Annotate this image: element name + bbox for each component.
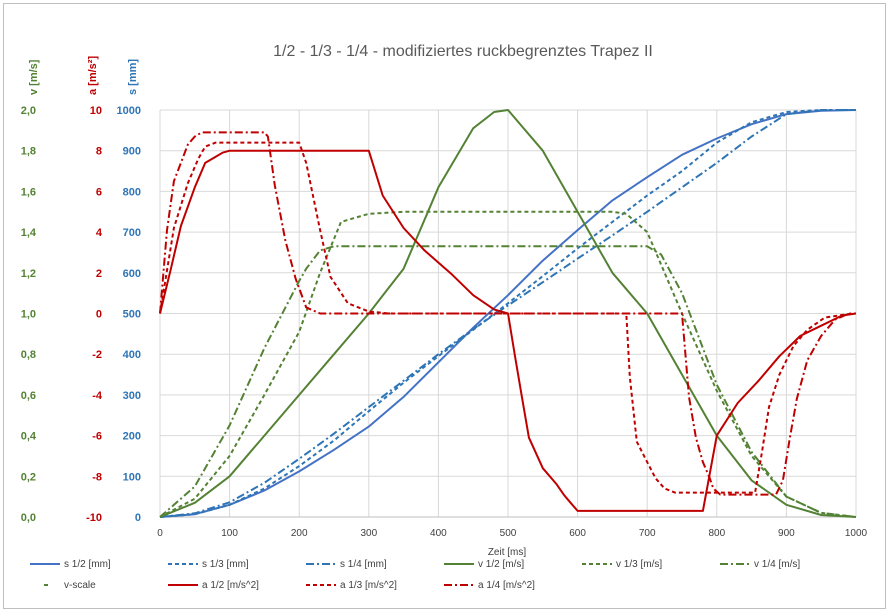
series-line	[159, 149, 857, 512]
legend-entry: v 1/2 [m/s]	[478, 559, 524, 570]
y-tick-label: 500	[123, 309, 141, 321]
y-tick-label: 0,4	[21, 431, 37, 443]
y-tick-label: 2	[96, 268, 102, 280]
y-tick-label: 6	[96, 186, 102, 198]
y-tick-label: 1,6	[21, 186, 36, 198]
series-line	[159, 210, 857, 518]
series-line	[159, 141, 856, 494]
y-tick-label: 400	[123, 349, 141, 361]
y-tick-label: 0,6	[21, 390, 36, 402]
y-tick-label: 0	[96, 309, 102, 321]
y-tick-label: 10	[90, 105, 102, 117]
y-tick-label: 1000	[117, 105, 141, 117]
y-tick-label: -8	[92, 471, 102, 483]
series-line	[159, 131, 856, 496]
y-tick-label: 2,0	[21, 105, 36, 117]
x-tick-label: 200	[291, 528, 308, 539]
x-tick-label: 400	[430, 528, 447, 539]
series-line	[159, 109, 856, 518]
chart-frame	[3, 3, 886, 609]
x-tick-label: 300	[360, 528, 377, 539]
legend-entry: s 1/3 [mm]	[202, 559, 249, 570]
y-tick-label: 200	[123, 431, 141, 443]
y-tick-label: 300	[123, 390, 141, 402]
legend-entry: a 1/2 [m/s^2]	[202, 580, 259, 591]
x-tick-label: 700	[639, 528, 656, 539]
y-tick-label: 0	[135, 512, 141, 524]
series-line	[159, 109, 857, 518]
y-tick-label: 8	[96, 146, 102, 158]
x-tick-label: 800	[708, 528, 725, 539]
x-tick-label: 500	[500, 528, 517, 539]
legend-entry: v 1/3 [m/s]	[616, 559, 662, 570]
y-tick-label: 0,0	[21, 512, 36, 524]
x-tick-label: 0	[157, 528, 163, 539]
y-tick-label: -2	[92, 349, 102, 361]
x-tick-label: 1000	[845, 528, 868, 539]
legend-entry: s 1/2 [mm]	[64, 559, 111, 570]
series-line	[159, 109, 857, 518]
series-line	[159, 245, 857, 518]
y-axis-label: a [m/s²]	[87, 56, 99, 95]
y-tick-label: -4	[92, 390, 103, 402]
y-tick-label: 0,2	[21, 471, 36, 483]
y-tick-label: 1,8	[21, 146, 36, 158]
y-tick-label: 1,2	[21, 268, 36, 280]
legend-entry: v-scale	[64, 580, 96, 591]
y-tick-label: 800	[123, 186, 141, 198]
series-line	[159, 109, 856, 518]
x-tick-label: 100	[221, 528, 238, 539]
x-tick-label: 900	[778, 528, 795, 539]
y-tick-label: -6	[92, 431, 102, 443]
y-tick-label: 0,8	[21, 349, 36, 361]
legend-entry: a 1/3 [m/s^2]	[340, 580, 397, 591]
y-axis-label: s [mm]	[127, 59, 139, 95]
y-tick-label: 1,4	[21, 227, 37, 239]
y-axis-label: v [m/s]	[28, 59, 40, 95]
y-tick-label: 600	[123, 268, 141, 280]
y-tick-label: 1,0	[21, 309, 36, 321]
y-tick-label: 900	[123, 146, 141, 158]
y-tick-label: -10	[86, 512, 102, 524]
x-tick-label: 600	[569, 528, 586, 539]
x-axis-label: Zeit [ms]	[488, 547, 527, 558]
legend-entry: s 1/4 [mm]	[340, 559, 387, 570]
y-tick-label: 700	[123, 227, 141, 239]
chart-title: 1/2 - 1/3 - 1/4 - modifiziertes ruckbegr…	[273, 43, 653, 60]
y-tick-label: 4	[96, 227, 103, 239]
legend-entry: v 1/4 [m/s]	[754, 559, 800, 570]
y-tick-label: 100	[123, 471, 141, 483]
legend-entry: a 1/4 [m/s^2]	[478, 580, 535, 591]
